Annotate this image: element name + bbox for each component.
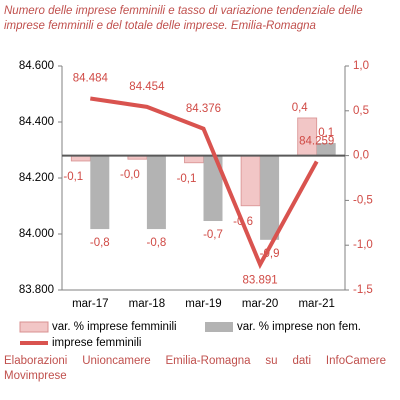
value-label: -0,7 xyxy=(203,229,223,241)
value-label: 84.376 xyxy=(186,103,221,115)
value-label: -0,0 xyxy=(120,169,140,181)
y-tick-label: 83.800 xyxy=(19,284,54,296)
y2-tick-label: -0,5 xyxy=(353,194,373,206)
y2-tick-label: -1,0 xyxy=(353,239,373,251)
value-label: 84.484 xyxy=(73,73,109,85)
bar xyxy=(316,143,336,156)
x-tick-label: mar-17 xyxy=(72,298,108,310)
legend-label: var. % imprese non fem. xyxy=(237,321,361,333)
line xyxy=(90,96,319,270)
bar xyxy=(203,155,223,222)
x-tick-label: mar-20 xyxy=(242,298,278,310)
x-tick-label: mar-19 xyxy=(185,298,221,310)
y-tick-label: 84.400 xyxy=(19,116,54,128)
legend-swatch xyxy=(205,322,233,332)
x-tick-label: mar-21 xyxy=(298,298,334,310)
x-tick-label: mar-18 xyxy=(129,298,165,310)
value-label: 83.891 xyxy=(243,275,278,287)
value-label: -0,1 xyxy=(177,173,197,185)
y-tick-label: 84.000 xyxy=(19,228,54,240)
legend-label: imprese femminili xyxy=(52,337,141,349)
value-label: -0,8 xyxy=(90,237,110,249)
chart-title: Numero delle imprese femminili e tasso d… xyxy=(4,5,363,32)
value-label: 84.454 xyxy=(129,81,165,93)
y2-tick-label: 1,0 xyxy=(353,60,369,72)
y2-tick-label: 0,5 xyxy=(353,105,369,117)
bar xyxy=(260,155,280,240)
value-label: 84.259 xyxy=(299,136,334,148)
bar xyxy=(146,155,166,230)
bar xyxy=(184,155,204,164)
bar xyxy=(240,155,261,207)
y-tick-label: 84.200 xyxy=(19,172,54,184)
value-label: 0,4 xyxy=(292,102,309,114)
value-label: 0,1 xyxy=(318,127,334,139)
legend-swatch xyxy=(19,321,49,333)
y-tick-label: 84.600 xyxy=(19,60,54,72)
value-label: -0,8 xyxy=(146,237,166,249)
source-note: Elaborazioni Unioncamere Emilia-Romagna … xyxy=(4,355,386,382)
legend-label: var. % imprese femminili xyxy=(52,321,177,333)
bar xyxy=(90,155,110,230)
value-label: -0,1 xyxy=(63,171,83,183)
y2-tick-label: 0,0 xyxy=(353,150,369,162)
y2-tick-label: -1,5 xyxy=(353,284,373,296)
